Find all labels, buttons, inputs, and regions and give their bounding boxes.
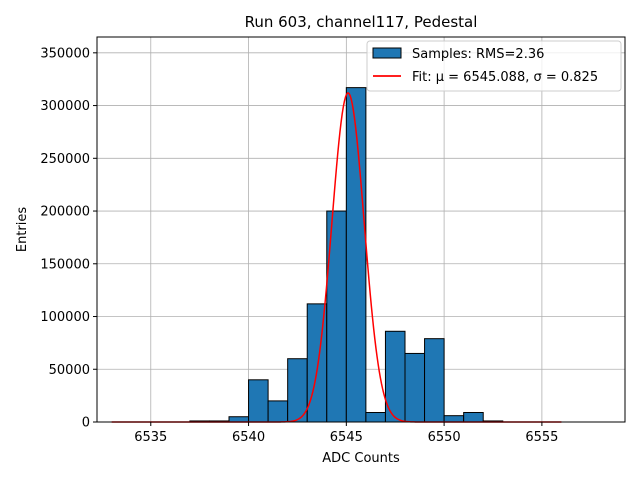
y-tick-label: 350000 bbox=[40, 46, 90, 61]
histogram-bar bbox=[267, 400, 289, 423]
histogram-bar bbox=[365, 412, 386, 423]
legend-label-fit: Fit: μ = 6545.088, σ = 0.825 bbox=[412, 70, 598, 85]
histogram-bar bbox=[443, 415, 465, 423]
y-axis-label: Entries bbox=[15, 207, 30, 253]
y-tick-label: 150000 bbox=[40, 257, 90, 272]
legend-label-samples: Samples: RMS=2.36 bbox=[412, 47, 544, 62]
y-tick-label: 100000 bbox=[40, 310, 90, 325]
x-tick-label: 6550 bbox=[428, 430, 461, 445]
histogram-bar bbox=[424, 338, 445, 423]
legend: Samples: RMS=2.36 Fit: μ = 6545.088, σ =… bbox=[366, 40, 622, 92]
y-axis-ticks: 0 50000 100000 150000 200000 250000 300000 3500… bbox=[40, 46, 97, 431]
y-tick-label: 300000 bbox=[40, 99, 90, 114]
y-tick-label: 50000 bbox=[49, 363, 90, 378]
y-tick-label: 200000 bbox=[40, 205, 90, 220]
x-axis-ticks: 6535 6540 6545 6550 6555 bbox=[134, 422, 558, 445]
histogram-bar bbox=[228, 416, 250, 423]
x-tick-label: 6540 bbox=[232, 430, 265, 445]
x-axis-label: ADC Counts bbox=[322, 451, 400, 466]
histogram-bar bbox=[404, 352, 426, 423]
y-tick-label: 250000 bbox=[40, 152, 90, 167]
chart-title: Run 603, channel117, Pedestal bbox=[245, 13, 478, 31]
plot-frame bbox=[96, 36, 626, 423]
x-tick-label: 6555 bbox=[525, 430, 558, 445]
histogram-bar bbox=[248, 379, 269, 423]
histogram-bar bbox=[463, 412, 484, 423]
x-tick-label: 6535 bbox=[134, 430, 167, 445]
x-tick-label: 6545 bbox=[330, 430, 363, 445]
legend-swatch-samples bbox=[372, 47, 402, 59]
legend-box bbox=[366, 40, 622, 92]
y-tick-label: 0 bbox=[82, 416, 90, 431]
